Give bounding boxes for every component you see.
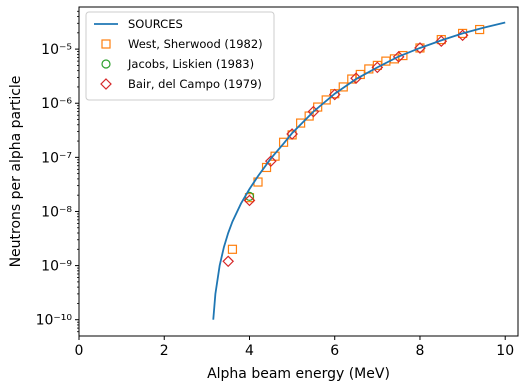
legend: SOURCES West, Sherwood (1982) Jacobs, Lisk… (85, 11, 275, 101)
legend-marker-circle (101, 59, 111, 69)
data-point-diamond (222, 255, 235, 268)
x-axis-label: Alpha beam energy (MeV) (207, 366, 390, 382)
data-point-square (296, 118, 306, 128)
legend-entry-label: Bair, del Campo (1979) (128, 77, 262, 91)
legend-entry-label: Jacobs, Liskien (1983) (127, 57, 254, 71)
x-tick-label: 0 (75, 343, 84, 359)
legend-marker-square (101, 39, 111, 49)
y-tick-label: 10⁻⁷ (41, 150, 72, 166)
data-point-diamond (286, 128, 298, 140)
x-tick-label: 6 (330, 343, 339, 359)
data-point-square (338, 82, 348, 92)
data-point-square (415, 43, 425, 53)
x-tick-label: 10 (496, 343, 514, 359)
y-tick-label: 10⁻⁸ (41, 204, 72, 220)
y-axis-label: Neutrons per alpha particle (8, 76, 24, 268)
y-tick-label: 10⁻¹⁰ (36, 313, 73, 329)
data-point-diamond (328, 88, 341, 101)
data-point-diamond (264, 155, 277, 168)
y-tick-label: 10⁻⁹ (41, 259, 72, 275)
data-point-square (457, 28, 468, 39)
legend-marker-diamond (100, 78, 112, 90)
series-line-sources (212, 21, 506, 320)
y-tick-label: 10⁻⁶ (41, 96, 72, 112)
x-tick-label: 2 (160, 343, 169, 359)
x-axis: 0 2 4 6 8 10 (75, 336, 514, 359)
y-axis: 10⁻¹⁰ 10⁻⁹ 10⁻⁸ 10⁻⁷ 10⁻⁶ 10⁻⁵ (36, 10, 79, 333)
x-tick-label: 8 (416, 343, 425, 359)
legend-box (85, 11, 275, 101)
legend-entry-label: West, Sherwood (1982) (128, 37, 263, 51)
data-point-diamond (243, 194, 256, 207)
data-point-square (227, 244, 238, 254)
plot-frame (78, 6, 519, 337)
data-point-square (278, 137, 289, 147)
x-tick-label: 4 (245, 343, 254, 359)
y-tick-label: 10⁻⁵ (41, 42, 72, 58)
data-point-square (321, 95, 331, 105)
legend-entry-label: SOURCES (128, 17, 183, 31)
